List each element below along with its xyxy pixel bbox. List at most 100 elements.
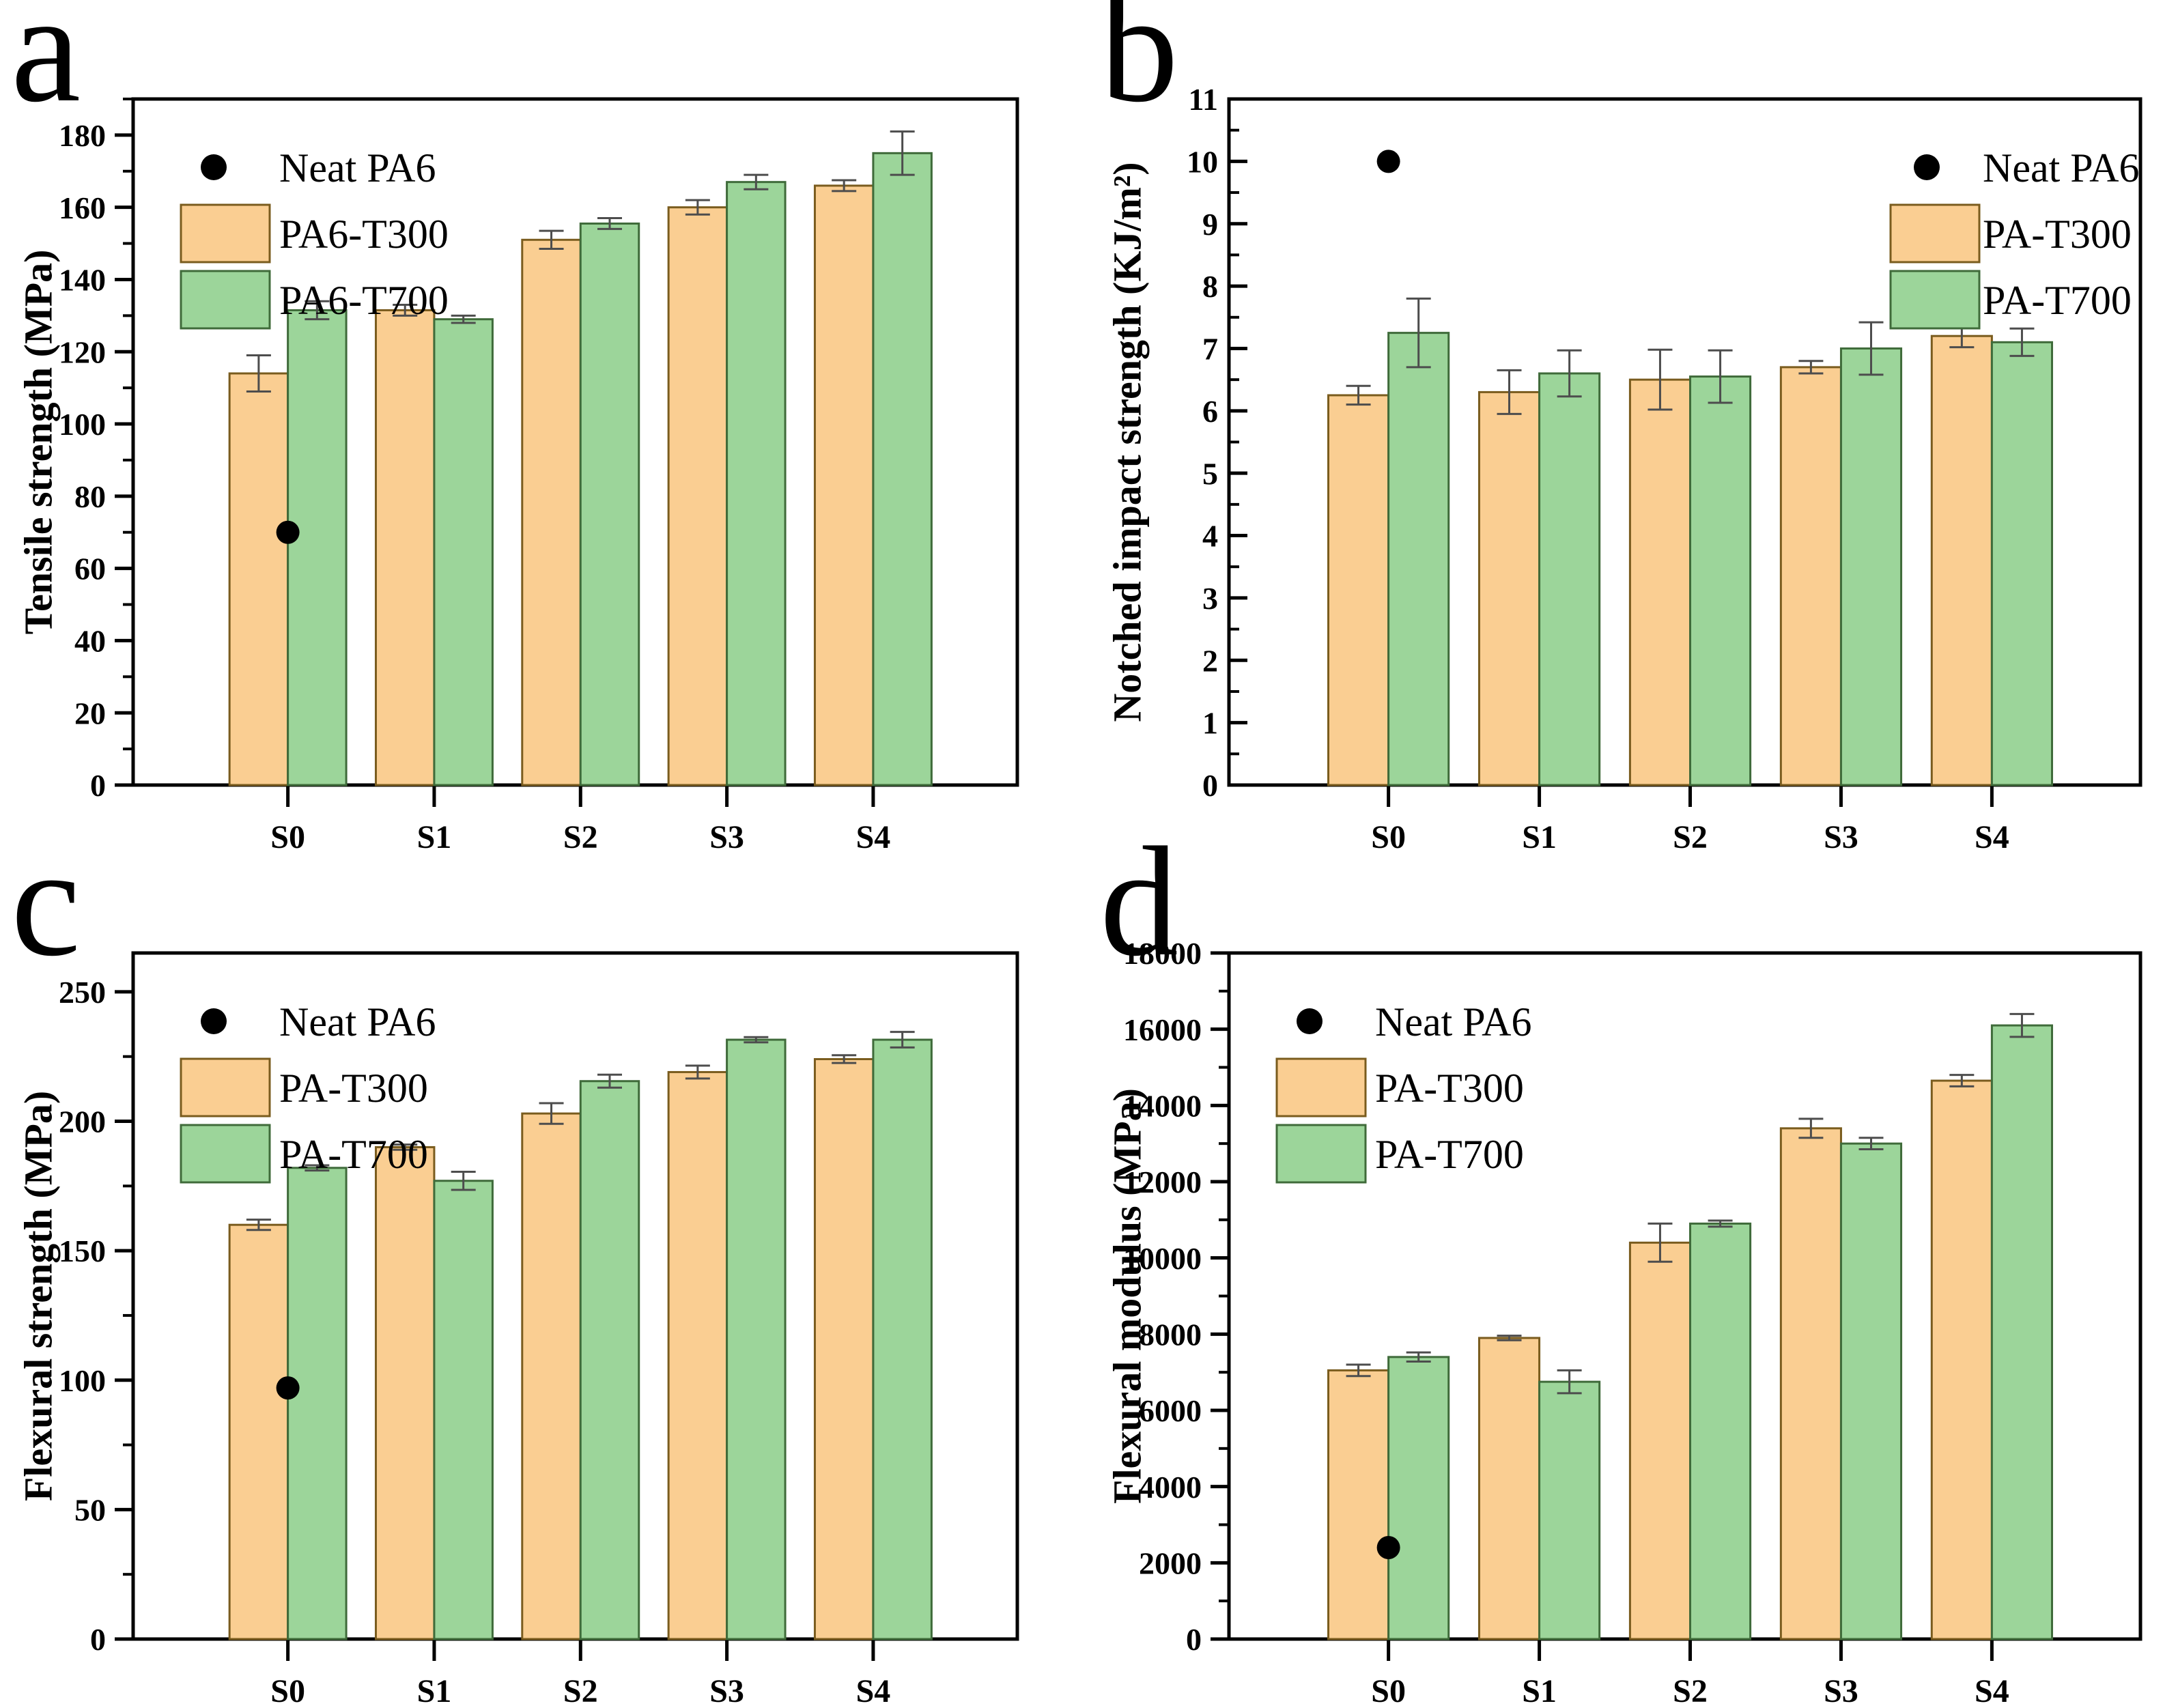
- bar-PA-T700-S2: [1689, 375, 1752, 786]
- bars-PA6-T700: [287, 152, 933, 786]
- legend: Neat PA6 PA6-T300 PA6-T700: [180, 145, 449, 330]
- panel-d: d 0 2000 4000 6000 8000 10000 12000 14000 16000 1…: [1089, 823, 2178, 1708]
- y-tick-label: 40: [74, 624, 106, 659]
- legend-label: Neat PA6: [279, 145, 436, 190]
- chart-flexural-modulus: 0 2000 4000 6000 8000 10000 12000 14000 16000 180…: [1105, 936, 2142, 1708]
- y-tick-label: 9: [1202, 207, 1218, 242]
- panel-letter-d: d: [1100, 814, 1178, 988]
- y-tick-label: 140: [59, 263, 106, 298]
- bars-PA-T300: [1327, 335, 1993, 786]
- bar-PA-T300-S0: [228, 1223, 289, 1640]
- bar-PA-T700-S4: [872, 1038, 933, 1640]
- bars-PA-T300: [1327, 1079, 1993, 1640]
- panel-letter-a: a: [11, 0, 81, 134]
- x-tick-label: S1: [1522, 1673, 1557, 1708]
- error-bars: [246, 1031, 915, 1232]
- legend-swatch: [180, 203, 271, 264]
- neat-pa6-point: [276, 520, 300, 544]
- y-tick-label: 20: [74, 696, 106, 730]
- bars-PA-T700: [287, 1038, 933, 1640]
- x-tick-label: S3: [1824, 819, 1858, 854]
- x-tick-label: S2: [1673, 1673, 1708, 1708]
- y-tick-label: 60: [74, 552, 106, 586]
- bar-PA-T300-S0: [1327, 394, 1390, 786]
- bar-PA6-T300-S0: [228, 372, 289, 786]
- x-tick-label: S2: [563, 1673, 598, 1708]
- y-tick-label: 6000: [1139, 1393, 1202, 1428]
- legend-label: PA-T700: [279, 1132, 428, 1177]
- y-tick-label: 50: [74, 1492, 106, 1527]
- legend: Neat PA6 PA-T300 PA-T700: [180, 999, 436, 1184]
- y-tick-label: 80: [74, 479, 106, 514]
- bar-PA-T300-S3: [1779, 366, 1842, 786]
- y-tick-label: 6: [1202, 394, 1218, 429]
- y-axis-title-text: Flexural modulus (MPa): [1105, 1088, 1149, 1504]
- bar-PA-T300-S4: [1930, 335, 1993, 786]
- y-tick-label: 1: [1202, 706, 1218, 741]
- x-tick-label: S0: [1371, 819, 1406, 854]
- x-tick-label: S2: [563, 819, 598, 854]
- bar-PA-T700-S4: [1990, 1024, 2054, 1640]
- x-tick-label: S3: [709, 819, 744, 854]
- bar-PA-T300-S2: [1628, 1241, 1692, 1640]
- y-tick-label: 2: [1202, 643, 1218, 678]
- bar-PA6-T300-S3: [667, 206, 729, 786]
- y-tick-label: 11: [1189, 82, 1218, 117]
- legend-swatch: [1275, 1057, 1367, 1118]
- x-tick-label: S1: [417, 1673, 452, 1708]
- x-axis: S0 S1 S2 S3 S4: [270, 1639, 890, 1708]
- bar-PA-T700-S2: [1689, 1222, 1752, 1640]
- bar-PA6-T300-S1: [374, 309, 436, 786]
- y-axis-title-text: Notched impact strength (KJ/m²): [1105, 162, 1149, 722]
- chart-flexural-strength: 0 50 100 150 200 250 S0 S1 S2 S3 S4 Flexural streng…: [16, 951, 1019, 1708]
- legend-point-marker: [1914, 154, 1940, 180]
- y-tick-label: 12000: [1123, 1165, 1202, 1199]
- bar-PA-T700-S0: [287, 1167, 348, 1640]
- y-axis: 0 1 2 3 4 5 6 7 8 9 10 11: [1187, 82, 1247, 803]
- error-bars: [1346, 297, 2035, 415]
- y-tick-label: 150: [59, 1234, 106, 1268]
- bar-PA6-T700-S1: [433, 318, 494, 786]
- error-bars: [1346, 1012, 2035, 1395]
- bar-PA6-T700-S4: [872, 152, 933, 786]
- y-tick-label: 4000: [1139, 1470, 1202, 1505]
- legend-label: PA-T700: [1375, 1132, 1524, 1177]
- y-tick-label: 3: [1202, 581, 1218, 616]
- legend: Neat PA6 PA-T300 PA-T700: [1889, 145, 2139, 330]
- legend-label: PA-T300: [1983, 212, 2132, 257]
- panel-a: a 0 20 40 60 80 100 120 140 160 180 S0 S1 S2 S3 S4 Tens…: [0, 0, 1089, 854]
- y-tick-label: 0: [1186, 1622, 1202, 1657]
- y-tick-label: 0: [90, 768, 106, 803]
- legend-swatch: [1889, 203, 1981, 264]
- y-tick-label: 120: [59, 335, 106, 369]
- y-tick-label: 8: [1202, 269, 1218, 304]
- panel-b: b 0 1 2 3 4 5 6 7 8 9 10 11 S0 S1 S2 S3 S4 Notched impact…: [1089, 0, 2178, 854]
- chart-tensile-strength: 0 20 40 60 80 100 120 140 160 180 S0 S1 S2 S3 S4 Tensil…: [16, 97, 1019, 854]
- legend-label: PA-T300: [279, 1066, 428, 1111]
- y-tick-label: 7: [1202, 332, 1218, 367]
- legend-point-marker: [201, 1008, 227, 1034]
- y-tick-label: 0: [90, 1622, 106, 1657]
- panel-letter-b: b: [1100, 0, 1178, 134]
- bar-PA-T300-S1: [1477, 390, 1541, 786]
- x-tick-label: S4: [1975, 1673, 2009, 1708]
- y-tick-label: 14000: [1123, 1088, 1202, 1123]
- legend-swatch: [1889, 270, 1981, 330]
- bar-PA-T700-S2: [579, 1080, 640, 1640]
- x-tick-label: S4: [856, 819, 891, 854]
- x-axis: S0 S1 S2 S3 S4: [1371, 1639, 2009, 1708]
- y-axis: 0 50 100 150 200 250: [59, 975, 133, 1657]
- y-axis-title: Tensile strength (MPa): [16, 250, 60, 635]
- legend-swatch: [180, 270, 271, 330]
- x-tick-label: S3: [709, 1673, 744, 1708]
- x-tick-label: S2: [1673, 819, 1708, 854]
- bar-PA-T700-S0: [1387, 332, 1450, 786]
- x-tick-label: S4: [856, 1673, 891, 1708]
- legend-swatch: [1275, 1124, 1367, 1184]
- bar-PA-T700-S4: [1990, 341, 2054, 786]
- y-tick-label: 180: [59, 118, 106, 153]
- y-axis-title: Flexural strength (MPa): [16, 1091, 60, 1501]
- bar-PA-T300-S2: [521, 1112, 582, 1640]
- legend-point-marker: [201, 154, 227, 180]
